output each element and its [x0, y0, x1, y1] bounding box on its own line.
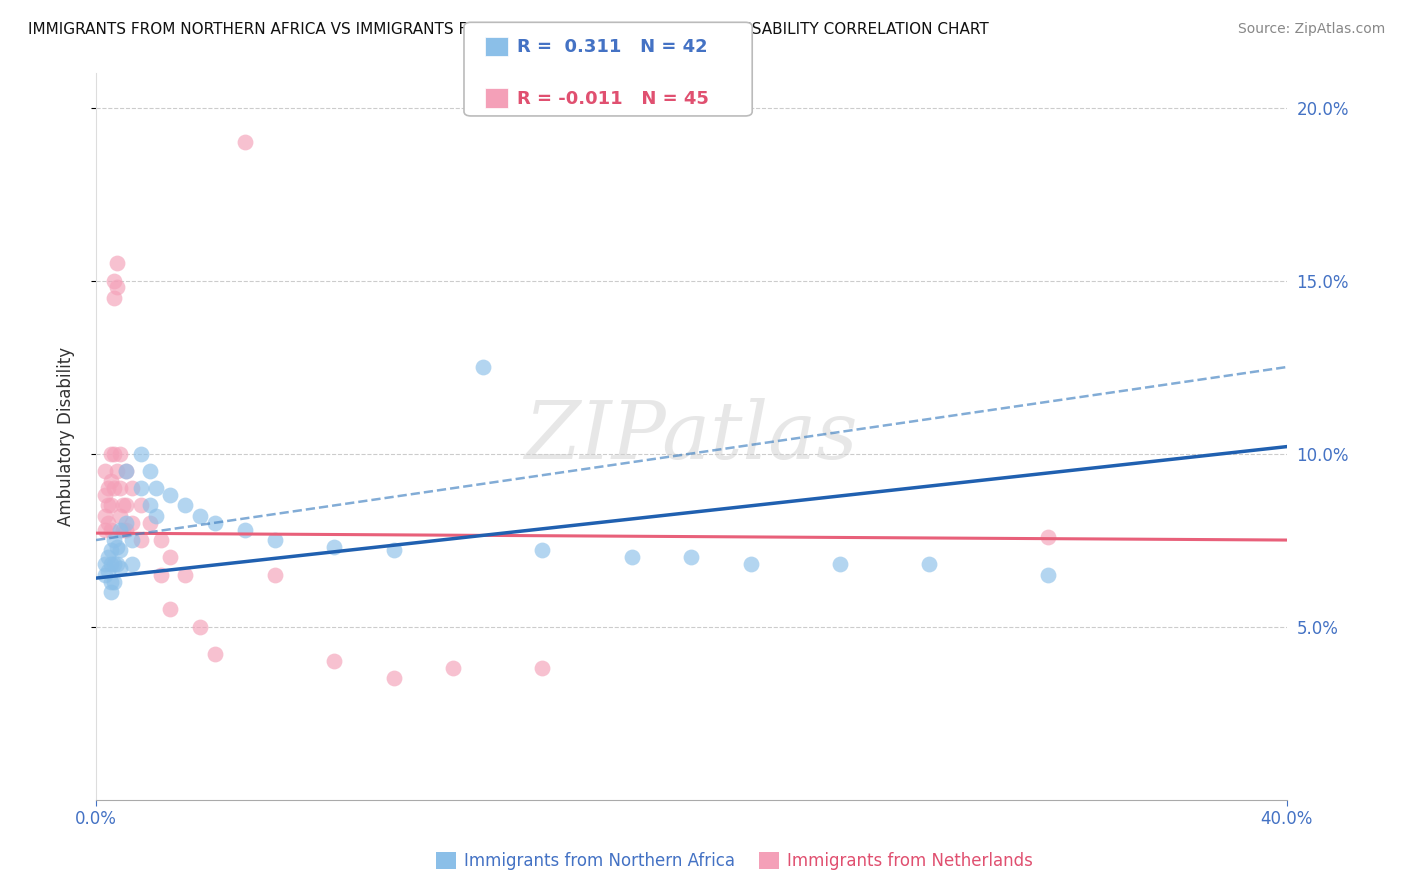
Point: [103, 574, 125, 589]
Point: [97, 499, 120, 513]
Point: [740, 558, 762, 572]
Point: [97, 481, 120, 495]
Point: [441, 661, 464, 675]
Y-axis label: Ambulatory Disability: Ambulatory Disability: [58, 347, 75, 525]
Point: [145, 508, 167, 523]
Point: [263, 567, 285, 582]
Point: [129, 481, 152, 495]
Point: [918, 558, 941, 572]
Text: ZIPatlas: ZIPatlas: [524, 398, 858, 475]
Point: [830, 558, 852, 572]
Point: [233, 135, 256, 149]
Point: [103, 291, 125, 305]
Point: [681, 550, 703, 565]
Point: [174, 499, 197, 513]
Point: [100, 574, 122, 589]
Point: [129, 533, 152, 547]
Point: [129, 499, 152, 513]
Point: [471, 359, 494, 374]
Point: [531, 661, 554, 675]
Point: [114, 523, 136, 537]
Point: [138, 464, 160, 478]
Point: [94, 523, 117, 537]
Text: Immigrants from Northern Africa: Immigrants from Northern Africa: [464, 852, 735, 870]
Point: [108, 523, 131, 537]
Point: [188, 619, 211, 633]
Text: Immigrants from Netherlands: Immigrants from Netherlands: [787, 852, 1033, 870]
Text: IMMIGRANTS FROM NORTHERN AFRICA VS IMMIGRANTS FROM NETHERLANDS AMBULATORY DISABI: IMMIGRANTS FROM NORTHERN AFRICA VS IMMIG…: [28, 22, 988, 37]
Point: [103, 558, 125, 572]
Point: [105, 256, 128, 270]
Point: [111, 523, 134, 537]
Point: [150, 533, 173, 547]
Point: [233, 523, 256, 537]
Point: [108, 481, 131, 495]
Point: [159, 488, 181, 502]
Point: [94, 508, 117, 523]
Point: [94, 558, 117, 572]
Point: [129, 446, 152, 460]
Point: [105, 464, 128, 478]
Text: R = -0.011   N = 45: R = -0.011 N = 45: [517, 90, 709, 108]
Point: [121, 481, 143, 495]
Point: [94, 567, 117, 582]
Point: [323, 654, 346, 668]
Point: [108, 446, 131, 460]
Point: [97, 516, 120, 530]
Point: [138, 516, 160, 530]
Point: [94, 488, 117, 502]
Point: [138, 499, 160, 513]
Point: [97, 564, 120, 578]
Text: R =  0.311   N = 42: R = 0.311 N = 42: [517, 38, 709, 56]
Point: [103, 274, 125, 288]
Point: [103, 481, 125, 495]
Point: [174, 567, 197, 582]
Point: [159, 550, 181, 565]
Point: [114, 516, 136, 530]
Point: [382, 672, 405, 686]
Point: [204, 516, 226, 530]
Point: [100, 499, 122, 513]
Point: [204, 647, 226, 661]
Point: [100, 446, 122, 460]
Point: [100, 585, 122, 599]
Point: [121, 533, 143, 547]
Point: [121, 558, 143, 572]
Point: [97, 550, 120, 565]
Point: [114, 499, 136, 513]
Point: [145, 481, 167, 495]
Point: [100, 474, 122, 488]
Point: [323, 540, 346, 554]
Point: [108, 508, 131, 523]
Point: [105, 540, 128, 554]
Point: [103, 533, 125, 547]
Point: [105, 280, 128, 294]
Point: [108, 543, 131, 558]
Text: Source: ZipAtlas.com: Source: ZipAtlas.com: [1237, 22, 1385, 37]
Point: [100, 543, 122, 558]
Point: [94, 464, 117, 478]
Point: [114, 464, 136, 478]
Point: [100, 558, 122, 572]
Point: [108, 560, 131, 574]
Point: [111, 499, 134, 513]
Point: [105, 558, 128, 572]
Point: [103, 446, 125, 460]
Point: [531, 543, 554, 558]
Point: [121, 516, 143, 530]
Point: [263, 533, 285, 547]
Point: [188, 508, 211, 523]
Point: [1038, 530, 1060, 544]
Point: [100, 523, 122, 537]
Point: [114, 464, 136, 478]
Point: [159, 602, 181, 616]
Point: [382, 543, 405, 558]
Point: [620, 550, 643, 565]
Point: [150, 567, 173, 582]
Point: [1038, 567, 1060, 582]
